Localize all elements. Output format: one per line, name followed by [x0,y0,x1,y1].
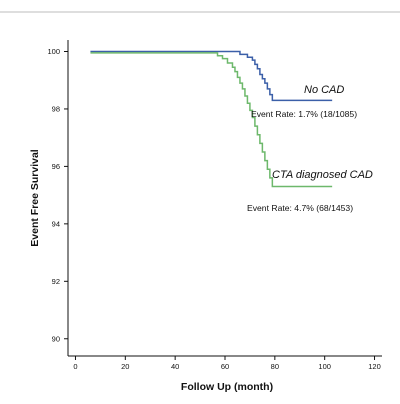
y-tick-label: 90 [52,334,60,343]
series-line-no-cad [90,50,333,102]
series-line-cta-diagnosed-cad [90,52,333,188]
y-tick-label: 94 [52,219,60,228]
series-label-cta-cad: CTA diagnosed CAD [272,169,373,181]
x-tick-label: 100 [318,362,331,371]
x-ticks: 0 20 40 60 80 100 120 [73,356,381,371]
y-axis-title: Event Free Survival [29,149,41,247]
annotation-cta-cad: Event Rate: 4.7% (68/1453) [247,203,353,213]
y-tick-label: 98 [52,105,60,114]
x-axis-title: Follow Up (month) [181,381,273,393]
series-lines [90,50,333,188]
annotation-no-cad: Event Rate: 1.7% (18/1085) [251,109,357,119]
y-tick-label: 100 [47,47,60,56]
y-ticks: 90 92 94 96 98 100 [47,47,68,343]
x-tick-label: 120 [368,362,381,371]
x-tick-label: 20 [121,362,129,371]
y-tick-label: 92 [52,277,60,286]
y-tick-label: 96 [52,162,60,171]
x-tick-label: 40 [171,362,179,371]
x-tick-label: 80 [271,362,279,371]
x-tick-label: 0 [73,362,77,371]
x-tick-label: 60 [221,362,229,371]
series-label-no-cad: No CAD [304,84,344,96]
